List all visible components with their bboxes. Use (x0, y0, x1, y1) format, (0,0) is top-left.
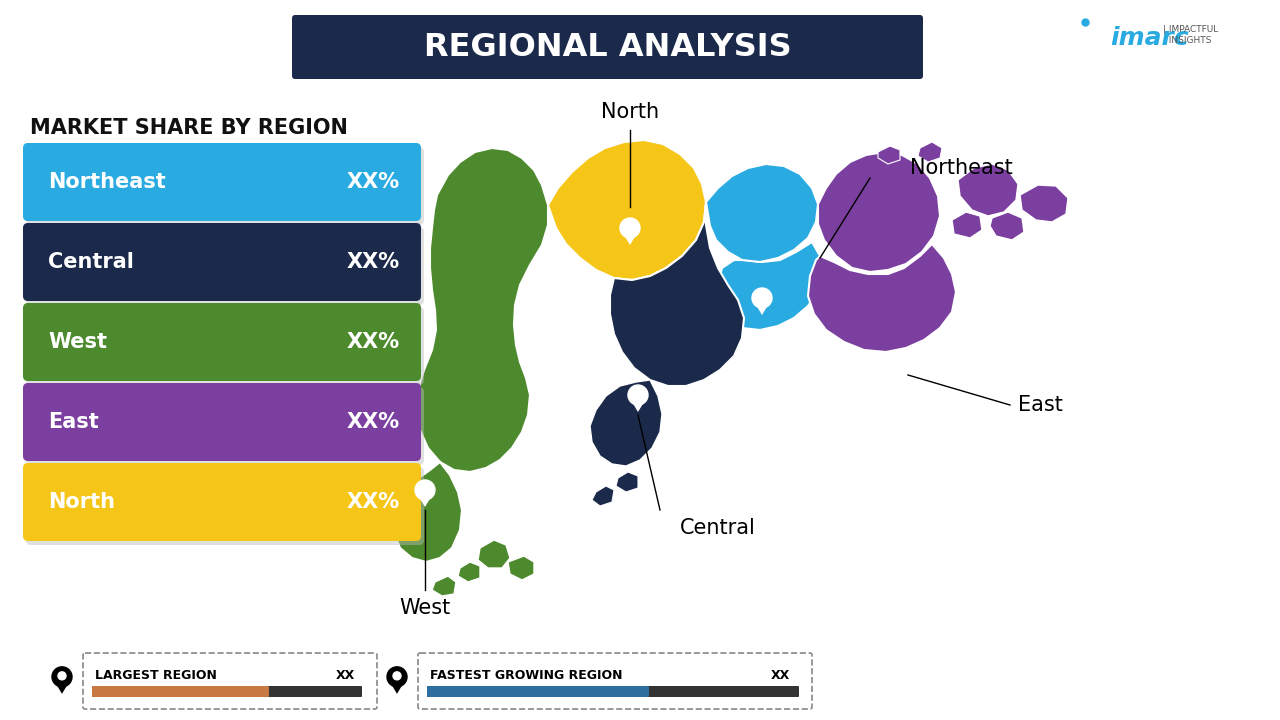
Polygon shape (952, 212, 982, 238)
Circle shape (628, 385, 648, 405)
Circle shape (753, 288, 772, 308)
Text: LARGEST REGION: LARGEST REGION (95, 669, 216, 682)
Polygon shape (622, 231, 639, 245)
Polygon shape (433, 576, 456, 596)
Text: | IMPACTFUL
  INSIGHTS: | IMPACTFUL INSIGHTS (1164, 24, 1219, 45)
FancyBboxPatch shape (428, 686, 649, 697)
Polygon shape (458, 562, 480, 582)
Polygon shape (548, 140, 707, 280)
FancyBboxPatch shape (26, 227, 424, 305)
FancyBboxPatch shape (23, 303, 421, 381)
Text: XX%: XX% (347, 492, 399, 512)
FancyBboxPatch shape (26, 147, 424, 225)
Circle shape (421, 485, 429, 493)
Text: East: East (49, 412, 99, 432)
Polygon shape (808, 244, 956, 352)
Text: XX%: XX% (347, 332, 399, 352)
Text: Central: Central (680, 518, 756, 538)
Polygon shape (394, 462, 462, 562)
Polygon shape (989, 212, 1024, 240)
FancyBboxPatch shape (26, 307, 424, 385)
Text: FASTEST GROWING REGION: FASTEST GROWING REGION (430, 669, 622, 682)
Polygon shape (707, 164, 818, 262)
Text: MARKET SHARE BY REGION: MARKET SHARE BY REGION (29, 118, 348, 138)
Polygon shape (754, 301, 771, 315)
FancyBboxPatch shape (83, 653, 378, 709)
FancyBboxPatch shape (419, 653, 812, 709)
Polygon shape (416, 148, 548, 472)
FancyBboxPatch shape (23, 223, 421, 301)
Text: North: North (49, 492, 115, 512)
Text: Northeast: Northeast (49, 172, 165, 192)
Polygon shape (591, 486, 614, 506)
Polygon shape (616, 472, 637, 492)
FancyBboxPatch shape (23, 143, 421, 221)
Circle shape (878, 355, 899, 375)
Circle shape (620, 218, 640, 238)
Polygon shape (508, 556, 534, 580)
Polygon shape (54, 680, 70, 694)
Text: XX: XX (771, 669, 790, 682)
Text: Central: Central (49, 252, 134, 272)
Polygon shape (1020, 185, 1068, 222)
FancyBboxPatch shape (23, 383, 421, 461)
Circle shape (884, 360, 892, 368)
FancyBboxPatch shape (292, 15, 923, 79)
Polygon shape (389, 680, 406, 694)
Polygon shape (879, 368, 896, 382)
Circle shape (52, 667, 72, 687)
Circle shape (387, 667, 407, 687)
FancyBboxPatch shape (26, 467, 424, 545)
Polygon shape (416, 493, 434, 507)
FancyBboxPatch shape (23, 463, 421, 541)
Polygon shape (611, 202, 744, 386)
FancyBboxPatch shape (92, 686, 362, 697)
Circle shape (634, 390, 643, 398)
FancyBboxPatch shape (26, 387, 424, 465)
Polygon shape (878, 146, 900, 164)
Polygon shape (818, 152, 940, 272)
Polygon shape (477, 540, 509, 568)
Text: West: West (49, 332, 108, 352)
Polygon shape (590, 380, 662, 466)
Text: XX%: XX% (347, 172, 399, 192)
Text: North: North (600, 102, 659, 122)
Text: East: East (1018, 395, 1062, 415)
Text: imarc: imarc (1110, 26, 1189, 50)
Text: XX: XX (335, 669, 355, 682)
Polygon shape (957, 164, 1018, 216)
Text: REGIONAL ANALYSIS: REGIONAL ANALYSIS (424, 32, 791, 63)
Text: West: West (399, 598, 451, 618)
Polygon shape (630, 398, 646, 412)
Circle shape (758, 293, 765, 301)
Text: XX%: XX% (347, 252, 399, 272)
FancyBboxPatch shape (92, 686, 269, 697)
Polygon shape (918, 142, 942, 162)
FancyBboxPatch shape (428, 686, 799, 697)
Circle shape (58, 672, 67, 680)
Polygon shape (718, 242, 822, 330)
Text: Northeast: Northeast (910, 158, 1012, 178)
Text: XX%: XX% (347, 412, 399, 432)
Circle shape (626, 223, 634, 231)
Circle shape (393, 672, 401, 680)
Circle shape (415, 480, 435, 500)
